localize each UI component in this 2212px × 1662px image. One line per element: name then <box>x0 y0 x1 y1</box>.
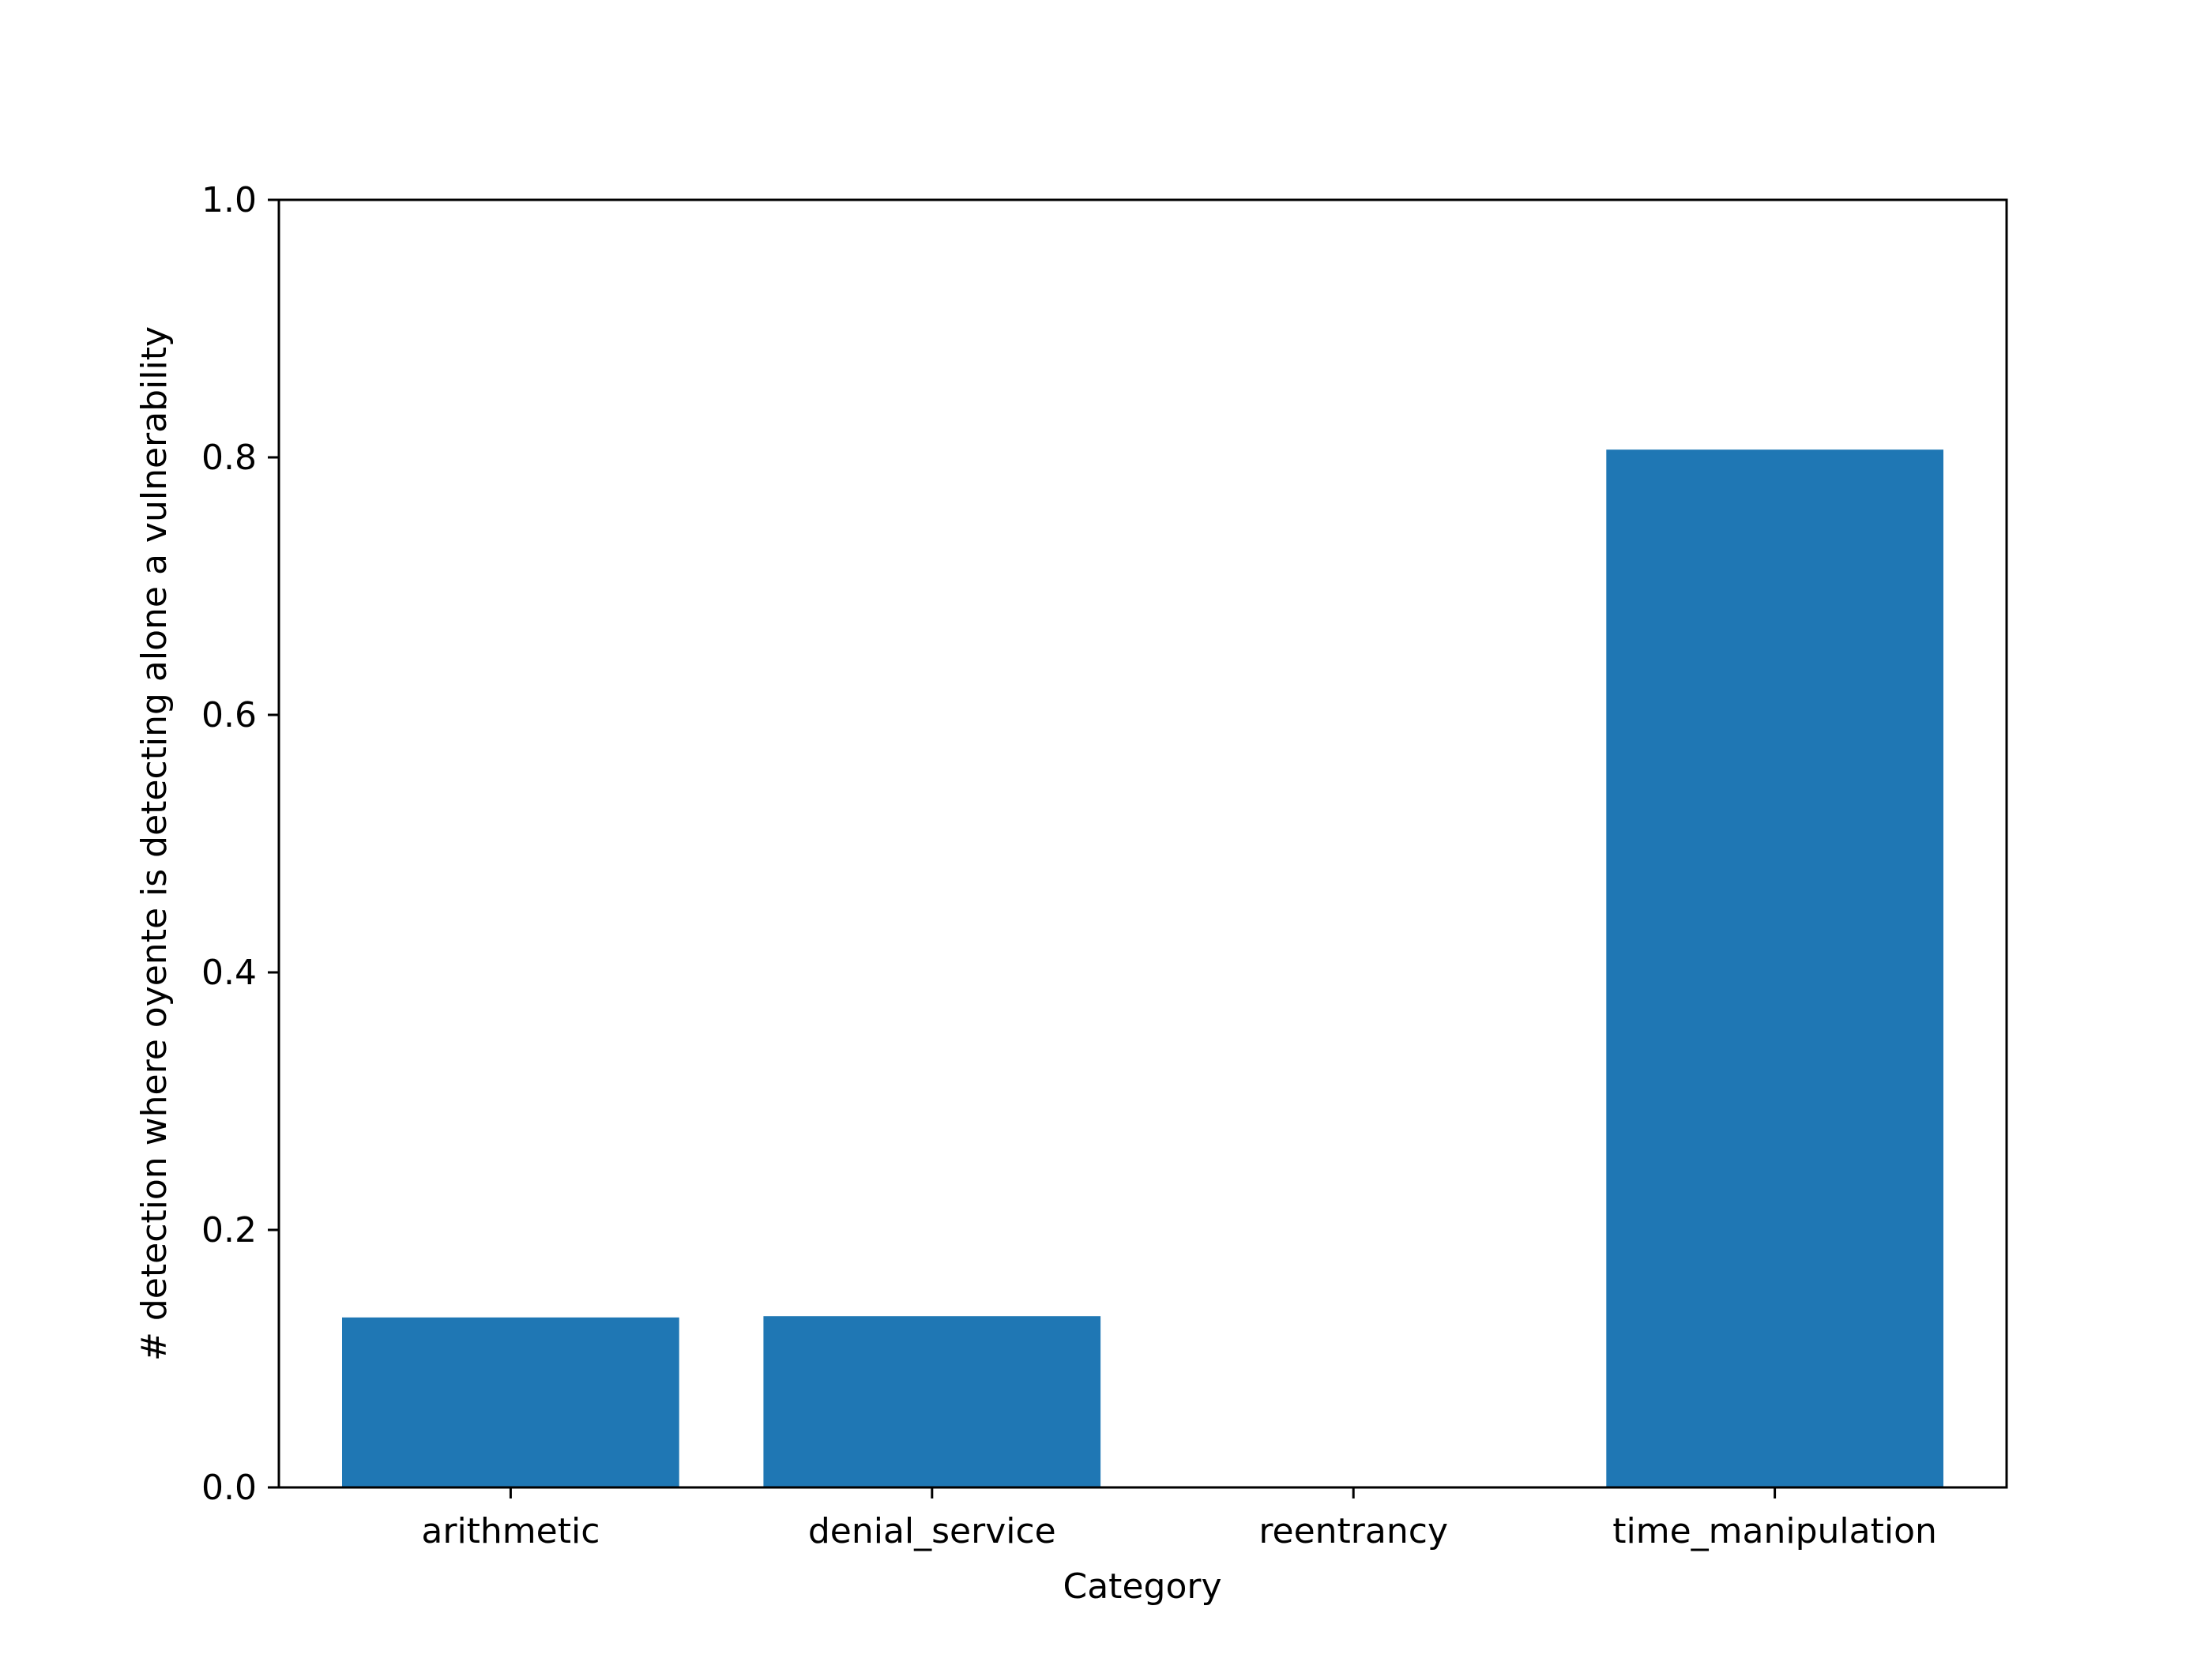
y-tick-label: 0.0 <box>201 1468 257 1508</box>
y-tick-label: 0.2 <box>201 1210 257 1250</box>
bar-arithmetic <box>342 1317 679 1487</box>
y-tick-label: 0.4 <box>201 953 257 993</box>
y-axis: 0.0 0.2 0.4 0.6 0.8 1.0 <box>201 180 279 1508</box>
x-tick-label: denial_service <box>808 1511 1056 1551</box>
y-axis-label: # detection where oyente is detecting al… <box>134 326 175 1361</box>
bar-denial-service <box>763 1316 1101 1487</box>
y-tick-label: 0.8 <box>201 438 257 478</box>
x-axis: arithmetic denial_service reentrancy time_m… <box>421 1487 1937 1551</box>
y-tick-label: 1.0 <box>201 180 257 220</box>
y-tick-label: 0.6 <box>201 695 257 735</box>
x-tick-label: arithmetic <box>421 1511 600 1551</box>
x-axis-label: Category <box>1063 1566 1222 1607</box>
bars-layer <box>342 449 1943 1488</box>
x-tick-label: reentrancy <box>1258 1511 1448 1551</box>
bar-time-manipulation <box>1606 449 1943 1488</box>
plot-frame <box>277 198 2008 1489</box>
x-tick-label: time_manipulation <box>1612 1511 1937 1551</box>
